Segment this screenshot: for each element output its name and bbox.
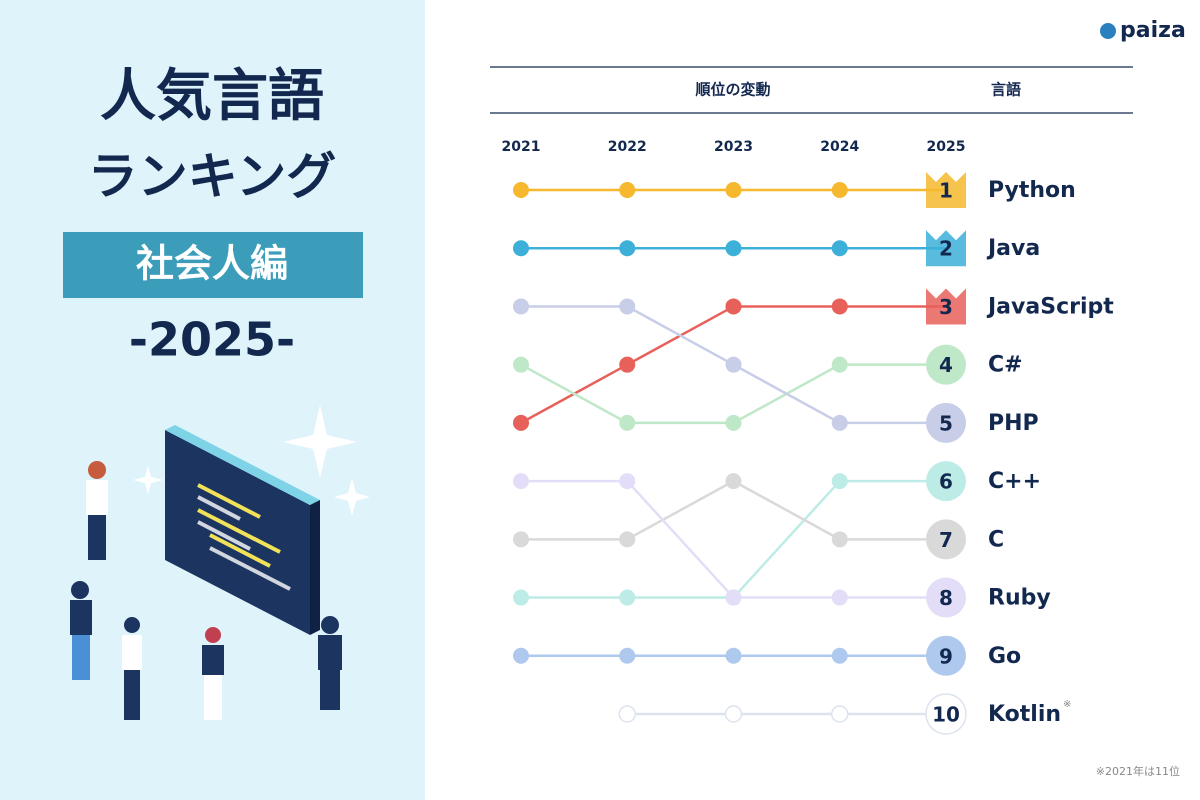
side-title: ランキング — [88, 148, 337, 206]
series-dot — [618, 705, 636, 723]
language-name: Kotlin — [988, 702, 1061, 727]
language-name: PHP — [988, 411, 1039, 436]
rank-badge — [926, 230, 966, 267]
language-name: C# — [988, 353, 1023, 378]
language-name: C — [988, 527, 1004, 552]
series-dot — [724, 705, 743, 723]
series-dot — [725, 647, 742, 664]
series-dot — [831, 705, 849, 723]
series-dot — [831, 298, 848, 315]
series-dot — [619, 298, 636, 315]
series-dot — [725, 182, 742, 198]
rank-label: 2 — [939, 237, 953, 261]
series-dot — [513, 414, 529, 431]
rank-label: 10 — [932, 703, 960, 727]
x-tick-label: 2023 — [714, 139, 753, 155]
rank-label: 8 — [939, 586, 953, 610]
series-dot — [725, 473, 742, 490]
language-name: Java — [986, 236, 1040, 261]
side-badge: 社会人編 — [136, 242, 288, 286]
logo: paiza — [1100, 18, 1186, 43]
x-tick-label: 2025 — [927, 139, 966, 155]
series-dot — [619, 182, 636, 198]
rank-badge — [926, 635, 966, 676]
series-dot — [513, 356, 529, 373]
series-dot — [831, 414, 848, 431]
series-dot — [513, 182, 529, 198]
series-dot — [619, 414, 636, 431]
rank-badge — [926, 288, 966, 325]
side-year: -2025- — [129, 313, 295, 367]
language-name: Go — [988, 644, 1021, 669]
rank-label: 7 — [939, 528, 953, 552]
rank-badge — [926, 461, 966, 502]
series-dot — [725, 356, 742, 373]
series-dot — [513, 647, 529, 664]
x-tick-label: 2021 — [502, 139, 541, 155]
language-name: C++ — [988, 469, 1041, 494]
rank-badge — [926, 402, 966, 443]
rank-label: 3 — [939, 295, 953, 319]
series-dot — [725, 298, 742, 315]
column-header: 順位の変動 — [694, 81, 770, 99]
bump-chart: 2021 2022 2023 2024 2025 1 Python 2 Java 3 JavaScr… — [502, 139, 1114, 735]
series-dot — [619, 356, 636, 373]
illustration — [70, 405, 370, 720]
side-badge-box — [63, 232, 363, 298]
series-dot — [725, 589, 742, 606]
language-name: Ruby — [988, 586, 1051, 611]
series-dot — [831, 589, 848, 606]
rank-badge — [926, 172, 966, 208]
language-name: Python — [988, 178, 1076, 203]
series-dot — [513, 473, 529, 490]
series-dot — [619, 647, 636, 664]
series-dot — [831, 531, 848, 548]
series-line — [521, 479, 946, 541]
series-line — [520, 363, 946, 425]
series-dot — [513, 298, 529, 315]
series-dot — [831, 473, 848, 490]
series-dot — [831, 182, 848, 198]
series-dot — [513, 240, 529, 257]
x-tick-label: 2022 — [608, 139, 647, 155]
series-dot — [513, 531, 529, 548]
series-dot — [619, 473, 636, 490]
logo-text: paiza — [1120, 18, 1186, 43]
series-dot — [725, 414, 742, 431]
rank-label: 9 — [939, 644, 953, 668]
rank-label: 5 — [939, 411, 953, 435]
footnote: ※2021年は11位 — [1096, 764, 1180, 778]
series-dot — [513, 589, 529, 606]
rank-label: 6 — [939, 470, 953, 494]
series-dot — [831, 240, 848, 257]
rank-label: 1 — [939, 179, 953, 203]
column-header: 言語 — [991, 81, 1021, 99]
rank-label: 4 — [939, 353, 953, 377]
side-title: 人気言語 — [100, 64, 324, 129]
series-dot — [725, 240, 742, 257]
series-dot — [619, 531, 636, 548]
x-tick-label: 2024 — [820, 139, 859, 155]
footnote-marker: ※ — [1063, 699, 1071, 710]
rank-badge — [926, 577, 966, 618]
rank-badge — [926, 344, 966, 385]
series-dot — [619, 589, 636, 606]
series-dot — [619, 240, 636, 257]
rank-badge — [925, 693, 967, 735]
series-dot — [831, 647, 848, 664]
rank-badge — [926, 519, 966, 560]
language-name: JavaScript — [986, 294, 1114, 319]
series-dot — [831, 356, 848, 373]
